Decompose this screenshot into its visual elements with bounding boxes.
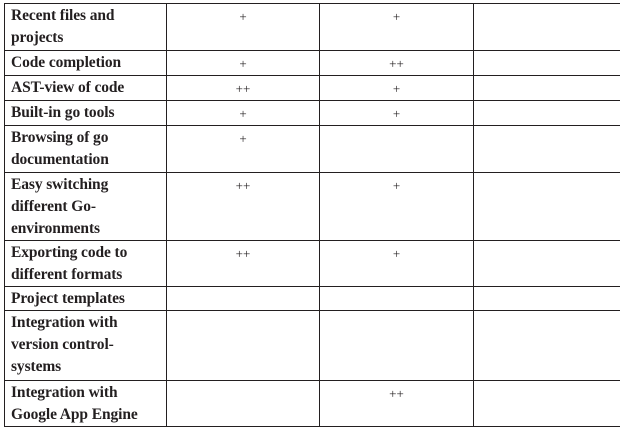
- rating-cell: ++: [319, 380, 474, 427]
- rating-cell: +: [319, 100, 474, 126]
- rating-cell: [473, 286, 620, 311]
- table-row: AST-view of code ++ +: [4, 75, 620, 101]
- feature-label: Recent files and projects: [11, 7, 115, 46]
- rating-cell: +: [319, 172, 474, 241]
- rating-cell: +: [166, 50, 320, 76]
- feature-cell: Exporting code to different formats: [4, 240, 167, 287]
- rating-cell: ++: [166, 172, 320, 241]
- table-row: Easy switching different Go-environments…: [4, 172, 620, 241]
- feature-cell: Integration with Google App Engine: [4, 380, 167, 427]
- feature-label: Exporting code to different formats: [11, 244, 128, 283]
- rating-cell: +: [319, 3, 474, 51]
- feature-cell: Code completion: [4, 50, 167, 76]
- rating-cell: [473, 172, 620, 241]
- feature-comparison-table: Recent files and projects + + Code completi…: [4, 3, 620, 427]
- rating-cell: ++: [166, 75, 320, 101]
- feature-label: Easy switching different Go-environments: [11, 176, 109, 237]
- table-row: Browsing of go documentation +: [4, 125, 620, 173]
- table-row: Built-in go tools + +: [4, 100, 620, 126]
- rating-cell: +: [166, 3, 320, 51]
- feature-label: Project templates: [11, 290, 125, 307]
- feature-cell: Built-in go tools: [4, 100, 167, 126]
- feature-label: AST-view of code: [11, 79, 125, 96]
- rating-cell: ++: [166, 240, 320, 287]
- feature-label: Integration with Google App Engine: [11, 384, 138, 423]
- table-row: Exporting code to different formats ++ +: [4, 240, 620, 287]
- rating-cell: +: [319, 75, 474, 101]
- feature-cell: Project templates: [4, 286, 167, 311]
- rating-cell: [319, 310, 474, 381]
- feature-label: Built-in go tools: [11, 104, 115, 121]
- rating-cell: [473, 50, 620, 76]
- table-row: Code completion + ++: [4, 50, 620, 76]
- table-row: Integration with Google App Engine ++: [4, 380, 620, 427]
- rating-cell: [319, 286, 474, 311]
- table-row: Integration with version control-systems: [4, 310, 620, 381]
- rating-cell: +: [319, 240, 474, 287]
- rating-cell: [166, 286, 320, 311]
- feature-cell: AST-view of code: [4, 75, 167, 101]
- rating-cell: [319, 125, 474, 173]
- rating-cell: [473, 380, 620, 427]
- table-row: Project templates: [4, 286, 620, 311]
- feature-label: Code completion: [11, 54, 122, 71]
- rating-cell: [166, 310, 320, 381]
- rating-cell: [473, 125, 620, 173]
- feature-cell: Easy switching different Go-environments: [4, 172, 167, 241]
- feature-cell: Browsing of go documentation: [4, 125, 167, 173]
- feature-label: Browsing of go documentation: [11, 129, 109, 168]
- rating-cell: [473, 240, 620, 287]
- feature-label: Integration with version control-systems: [11, 314, 118, 375]
- rating-cell: +: [166, 100, 320, 126]
- rating-cell: +: [166, 125, 320, 173]
- table-row: Recent files and projects + +: [4, 3, 620, 51]
- feature-cell: Recent files and projects: [4, 3, 167, 51]
- rating-cell: [473, 75, 620, 101]
- rating-cell: [473, 310, 620, 381]
- rating-cell: [166, 380, 320, 427]
- rating-cell: [473, 3, 620, 51]
- rating-cell: ++: [319, 50, 474, 76]
- feature-cell: Integration with version control-systems: [4, 310, 167, 381]
- rating-cell: [473, 100, 620, 126]
